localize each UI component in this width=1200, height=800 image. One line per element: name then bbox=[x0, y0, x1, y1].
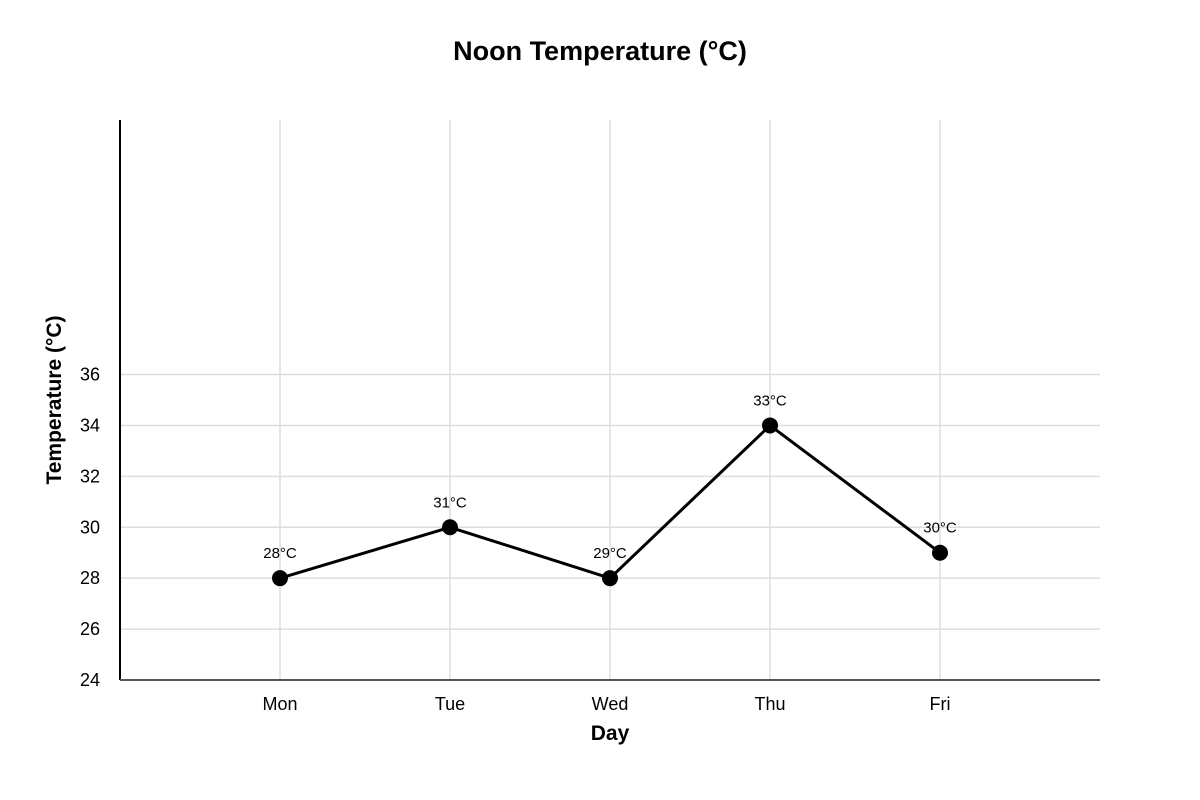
x-tick-labels: Mon Tue Wed Thu Fri bbox=[262, 694, 950, 714]
y-tick-label: 36 bbox=[80, 365, 100, 385]
data-point-thu bbox=[762, 417, 778, 434]
x-tick-label-tue: Tue bbox=[435, 694, 465, 714]
x-tick-label-thu: Thu bbox=[754, 694, 785, 714]
data-label-mon: 28°C bbox=[263, 545, 297, 562]
y-tick-label: 34 bbox=[80, 415, 100, 435]
y-tick-label: 24 bbox=[80, 670, 100, 690]
data-point-mon bbox=[272, 570, 288, 587]
x-tick-label-mon: Mon bbox=[262, 694, 297, 714]
data-label-wed: 29°C bbox=[593, 545, 627, 562]
y-tick-label: 26 bbox=[80, 619, 100, 639]
y-tick-labels: 24 26 28 30 32 34 36 bbox=[80, 365, 100, 690]
x-tick-label-fri: Fri bbox=[930, 694, 951, 714]
data-point-wed bbox=[602, 570, 618, 587]
y-tick-label: 32 bbox=[80, 466, 100, 486]
data-labels: 28°C 31°C 29°C 33°C 30°C bbox=[263, 392, 957, 562]
data-points bbox=[272, 417, 948, 587]
vertical-gridlines bbox=[279, 120, 941, 680]
chart-title: Noon Temperature (°C) bbox=[453, 36, 747, 66]
data-label-fri: 30°C bbox=[923, 520, 957, 537]
data-label-tue: 31°C bbox=[433, 494, 467, 511]
x-tick-label-wed: Wed bbox=[592, 694, 629, 714]
data-point-tue bbox=[442, 519, 458, 536]
y-axis-title: Temperature (°C) bbox=[43, 315, 66, 484]
y-tick-label: 30 bbox=[80, 517, 100, 537]
y-tick-label: 28 bbox=[80, 568, 100, 588]
data-point-fri bbox=[932, 544, 948, 561]
data-label-thu: 33°C bbox=[753, 392, 787, 409]
x-axis-title: Day bbox=[591, 722, 630, 745]
